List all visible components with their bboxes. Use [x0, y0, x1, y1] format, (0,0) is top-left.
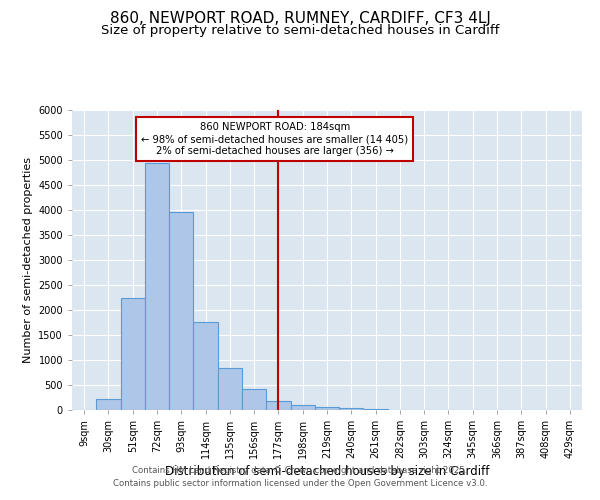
Bar [145, 163, 169, 410]
Bar [242, 389, 266, 410]
Bar [266, 401, 290, 410]
Bar [121, 298, 145, 410]
Bar [290, 404, 315, 410]
Bar [169, 212, 193, 410]
Y-axis label: Number of semi-detached properties: Number of semi-detached properties [23, 157, 32, 363]
Bar [315, 406, 339, 410]
Text: 860, NEWPORT ROAD, RUMNEY, CARDIFF, CF3 4LJ: 860, NEWPORT ROAD, RUMNEY, CARDIFF, CF3 … [110, 11, 490, 26]
Bar [218, 368, 242, 410]
X-axis label: Distribution of semi-detached houses by size in Cardiff: Distribution of semi-detached houses by … [165, 466, 489, 478]
Bar [193, 322, 218, 410]
Bar [339, 408, 364, 410]
Text: 860 NEWPORT ROAD: 184sqm
← 98% of semi-detached houses are smaller (14 405)
2% o: 860 NEWPORT ROAD: 184sqm ← 98% of semi-d… [141, 122, 409, 156]
Bar [96, 398, 121, 410]
Text: Size of property relative to semi-detached houses in Cardiff: Size of property relative to semi-detach… [101, 24, 499, 37]
Text: Contains HM Land Registry data © Crown copyright and database right 2025.
Contai: Contains HM Land Registry data © Crown c… [113, 466, 487, 487]
Bar [364, 409, 388, 410]
